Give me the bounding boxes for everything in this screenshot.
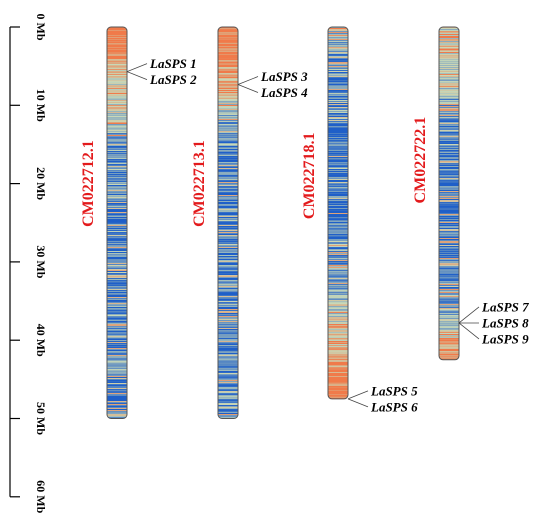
gene-marker-line — [126, 71, 148, 81]
chromosome-outline — [106, 26, 128, 419]
gene-marker-line — [458, 322, 480, 340]
chromosome-label: CM022712.1 — [80, 140, 97, 227]
gene-marker-line — [347, 398, 369, 408]
gene-marker-line — [458, 306, 480, 324]
gene-label: LaSPS 7 — [481, 299, 529, 314]
scale-tick-label: 30 Mb — [34, 245, 48, 278]
density-bands — [328, 27, 348, 399]
chromosome-outline — [327, 26, 349, 400]
chromosome-label: CM022718.1 — [301, 132, 318, 219]
gene-label: LaSPS 6 — [370, 399, 418, 414]
gene-label: LaSPS 2 — [149, 72, 197, 87]
gene-label: LaSPS 9 — [481, 331, 529, 346]
scale-tick-label: 50 Mb — [34, 402, 48, 435]
scale-tick-label: 60 Mb — [34, 480, 48, 513]
chromosome-label: CM022722.1 — [412, 117, 429, 204]
gene-marker-line — [237, 84, 259, 93]
scale-tick-label: 20 Mb — [34, 167, 48, 200]
mb-scale-axis: 0 Mb 10 Mb 20 Mb 30 Mb 40 Mb 50 Mb 60 Mb — [9, 14, 48, 514]
scale-tick-label: 40 Mb — [34, 324, 48, 357]
gene-label: LaSPS 4 — [260, 85, 308, 100]
gene-label: LaSPS 8 — [481, 315, 529, 330]
chromosome-label: CM022713.1 — [191, 140, 208, 227]
gene-label: LaSPS 3 — [260, 69, 308, 84]
density-bands — [107, 27, 127, 419]
density-bands — [439, 27, 459, 360]
gene-label: LaSPS 5 — [370, 383, 418, 398]
density-bands — [218, 27, 238, 419]
gene-marker-line — [237, 76, 259, 85]
scale-tick-label: 10 Mb — [34, 89, 48, 122]
scale-tick-label: 0 Mb — [34, 14, 48, 41]
chromosome-outline — [438, 26, 460, 361]
gene-marker-line — [126, 63, 148, 73]
gene-label: LaSPS 1 — [149, 56, 197, 71]
gene-marker-line — [347, 390, 369, 400]
chromosome-outline — [217, 26, 239, 419]
